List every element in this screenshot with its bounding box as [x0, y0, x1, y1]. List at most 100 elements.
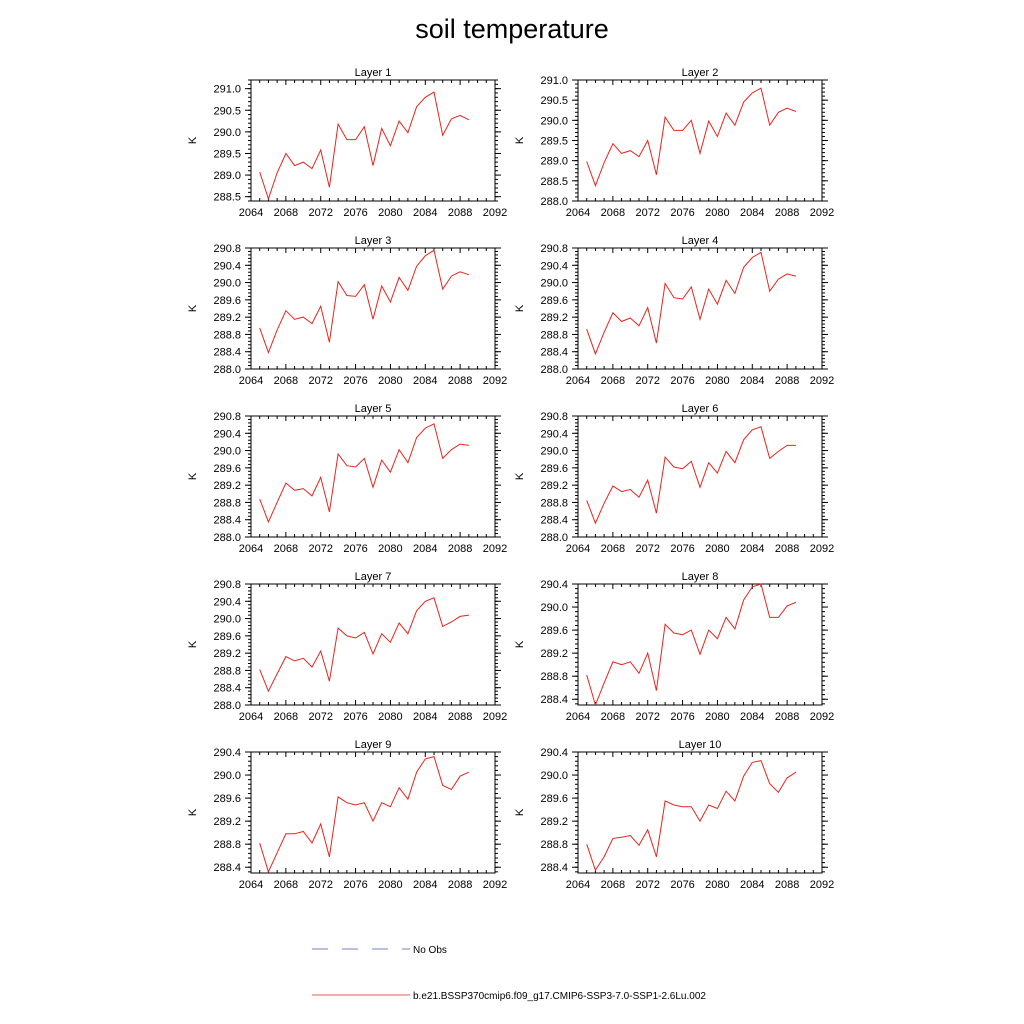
series-line — [259, 249, 470, 355]
x-tick-label: 2080 — [378, 543, 402, 555]
x-tick-label: 2088 — [775, 375, 799, 387]
x-tick-label: 2076 — [343, 879, 367, 891]
x-tick-label: 2068 — [601, 711, 625, 723]
y-tick-label: 289.2 — [540, 480, 568, 492]
page-title: soil temperature — [415, 14, 609, 44]
x-tick-label: 2080 — [378, 879, 402, 891]
y-tick-label: 289.2 — [213, 480, 241, 492]
y-axis-label: K — [514, 304, 526, 312]
x-tick-label: 2072 — [308, 375, 332, 387]
x-tick-label: 2072 — [635, 207, 659, 219]
y-tick-label: 288.8 — [540, 839, 568, 851]
y-tick-label: 290.4 — [213, 260, 241, 272]
x-tick-label: 2068 — [601, 879, 625, 891]
x-tick-label: 2084 — [740, 543, 764, 555]
x-tick-label: 2092 — [810, 711, 834, 723]
x-tick-label: 2064 — [239, 375, 263, 387]
x-tick-label: 2072 — [308, 879, 332, 891]
y-tick-label: 288.4 — [213, 515, 241, 527]
x-tick-label: 2076 — [670, 543, 694, 555]
y-tick-label: 290.0 — [540, 278, 568, 290]
y-tick-label: 288.8 — [540, 329, 568, 341]
y-tick-label: 289.6 — [213, 295, 241, 307]
x-tick-label: 2088 — [775, 207, 799, 219]
x-tick-label: 2068 — [601, 207, 625, 219]
y-tick-label: 290.4 — [540, 428, 568, 440]
y-tick-label: 290.4 — [540, 579, 568, 591]
panel-title: Layer 7 — [355, 571, 392, 583]
plot-frame — [577, 247, 823, 370]
plot-frame — [577, 79, 823, 202]
y-axis-label: K — [187, 808, 199, 816]
y-tick-label: 288.4 — [213, 862, 241, 874]
legend: No Obs b.e21.BSSP370cmip6.f09_g17.CMIP6-S… — [312, 945, 706, 1002]
y-tick-label: 288.8 — [213, 497, 241, 509]
x-tick-label: 2092 — [810, 207, 834, 219]
x-tick-label: 2088 — [448, 543, 472, 555]
panel-title: Layer 8 — [682, 571, 719, 583]
x-tick-label: 2072 — [635, 879, 659, 891]
y-tick-label: 289.0 — [213, 170, 241, 182]
x-tick-label: 2072 — [308, 543, 332, 555]
x-tick-label: 2064 — [239, 207, 263, 219]
chart-panel-10: Layer 10 K 2064 2068 2072 2076 2080 2084 2088 209… — [514, 739, 834, 891]
x-tick-label: 2092 — [483, 375, 507, 387]
x-tick-label: 2092 — [810, 375, 834, 387]
panel-title: Layer 2 — [682, 67, 719, 79]
y-axis-label: K — [187, 136, 199, 144]
y-tick-label: 288.0 — [540, 532, 568, 544]
x-tick-label: 2088 — [448, 879, 472, 891]
x-tick-label: 2076 — [343, 375, 367, 387]
y-tick-label: 288.8 — [213, 839, 241, 851]
y-tick-label: 290.0 — [213, 770, 241, 782]
x-tick-label: 2068 — [601, 543, 625, 555]
legend-obs-label: No Obs — [413, 945, 447, 956]
x-tick-label: 2088 — [775, 543, 799, 555]
y-tick-label: 290.0 — [213, 614, 241, 626]
series-line — [259, 423, 469, 524]
y-tick-label: 289.6 — [540, 463, 568, 475]
y-tick-label: 290.0 — [213, 446, 241, 458]
y-tick-label: 289.2 — [540, 312, 568, 324]
y-axis-label: K — [187, 304, 199, 312]
plot-frame — [577, 583, 823, 706]
x-tick-label: 2084 — [740, 879, 764, 891]
x-tick-label: 2080 — [705, 711, 729, 723]
y-tick-label: 290.8 — [540, 243, 568, 255]
y-axis-label: K — [514, 136, 526, 144]
y-tick-label: 289.6 — [213, 463, 241, 475]
x-tick-label: 2080 — [705, 207, 729, 219]
y-tick-label: 288.0 — [540, 364, 568, 376]
y-tick-label: 289.6 — [540, 625, 568, 637]
x-tick-label: 2092 — [483, 207, 507, 219]
panel-title: Layer 4 — [682, 235, 719, 247]
y-tick-label: 289.6 — [540, 295, 568, 307]
plot-frame — [577, 751, 823, 874]
y-tick-label: 290.4 — [213, 747, 241, 759]
y-tick-label: 290.0 — [540, 602, 568, 614]
y-tick-label: 289.6 — [213, 631, 241, 643]
x-tick-label: 2088 — [775, 879, 799, 891]
y-tick-label: 288.8 — [213, 665, 241, 677]
x-tick-label: 2072 — [635, 711, 659, 723]
plot-frame — [250, 583, 496, 706]
chart-panel-3: Layer 3 K 2064 2068 2072 2076 2080 2084 2088 2092… — [187, 235, 507, 387]
y-tick-label: 289.2 — [540, 648, 568, 660]
y-tick-label: 288.0 — [540, 196, 568, 208]
x-tick-label: 2084 — [413, 543, 437, 555]
x-tick-label: 2088 — [775, 711, 799, 723]
y-axis-label: K — [187, 640, 199, 648]
x-tick-label: 2064 — [566, 207, 590, 219]
y-tick-label: 288.8 — [540, 497, 568, 509]
x-tick-label: 2068 — [274, 879, 298, 891]
chart-panel-9: Layer 9 K 2064 2068 2072 2076 2080 2084 2088 2092… — [187, 739, 507, 891]
x-tick-label: 2092 — [483, 711, 507, 723]
x-tick-label: 2072 — [635, 543, 659, 555]
x-tick-label: 2084 — [413, 879, 437, 891]
y-tick-label: 290.0 — [213, 127, 241, 139]
x-tick-label: 2064 — [566, 711, 590, 723]
y-axis-label: K — [187, 472, 199, 480]
y-tick-label: 290.4 — [213, 596, 241, 608]
x-tick-label: 2064 — [239, 711, 263, 723]
